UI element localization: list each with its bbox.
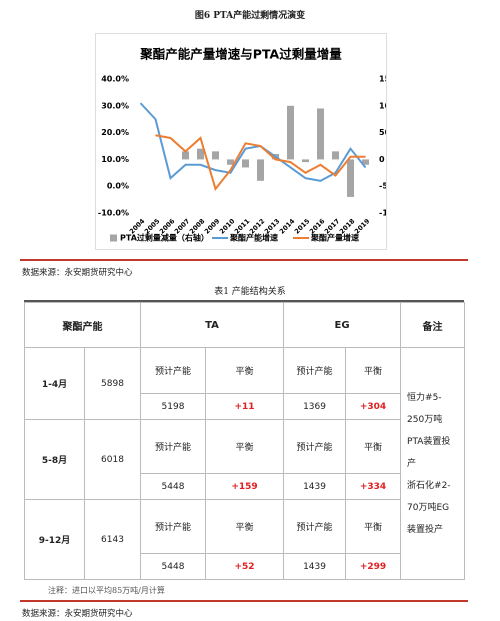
line — [139, 102, 367, 182]
bar — [182, 151, 189, 160]
bar — [332, 151, 339, 160]
bar — [317, 108, 324, 160]
cell: 5448 — [140, 553, 206, 580]
cell: 6143 — [84, 499, 141, 580]
table: 聚酯产能 TA EG 备注 1-4月 5898 预计产能 平衡 预计产能 平衡 恒力#5-250万… — [24, 302, 466, 580]
cell: 平衡 — [204, 347, 285, 394]
remark: 恒力#5-250万吨PTA装置投产 — [407, 392, 451, 469]
legend-label: PTA过剩量减量（右轴） — [120, 233, 209, 243]
cell: +11 — [204, 393, 285, 420]
cell: 预计产能 — [140, 347, 206, 394]
y-tick-label: 10.0% — [101, 155, 129, 164]
table-source: 数据来源：永安期货研究中心 — [22, 609, 133, 619]
y-tick-label: -10.0% — [98, 209, 129, 218]
bar — [287, 105, 294, 160]
divider — [20, 259, 468, 261]
header: TA — [139, 302, 285, 348]
cell: 平衡 — [345, 499, 402, 554]
bar — [242, 159, 249, 168]
chart: 聚酯产能产量增速与PTA过剩量增量 -10.0% 0.0% 10.0% 20.0% 30… — [95, 33, 387, 250]
line — [155, 134, 366, 192]
cell: 1439 — [283, 553, 347, 580]
bar — [302, 159, 309, 163]
cell: 预计产能 — [283, 419, 347, 474]
cell: 预计产能 — [140, 419, 206, 474]
cell: 预计产能 — [283, 499, 347, 554]
bar — [227, 159, 234, 165]
divider — [20, 600, 468, 602]
chart-title: 聚酯产能产量增速与PTA过剩量增量 — [139, 47, 342, 62]
cell: 平衡 — [204, 499, 285, 554]
y2-tick-label: -1000 — [379, 209, 387, 218]
remark: 浙石化#2-70万吨EG装置投产 — [407, 480, 451, 535]
header: EG — [283, 302, 402, 348]
y2-tick-label: 1000 — [379, 101, 387, 110]
cell: 1439 — [283, 473, 347, 500]
bar — [362, 159, 369, 165]
x-tick-label: 2015 — [293, 217, 312, 236]
x-tick-label: 2014 — [278, 217, 297, 236]
cell: 1369 — [283, 393, 347, 420]
header: 聚酯产能 — [24, 302, 141, 348]
table-wrap: 聚酯产能 TA EG 备注 1-4月 5898 预计产能 平衡 预计产能 平衡 恒力#5-250万… — [24, 300, 466, 580]
cell: 5-8月 — [24, 419, 85, 500]
bar — [197, 148, 204, 160]
cell: 预计产能 — [283, 347, 347, 394]
cell: 预计产能 — [140, 499, 206, 554]
cell: +299 — [345, 553, 402, 580]
figure-source: 数据来源：永安期货研究中心 — [22, 268, 133, 278]
cell: +52 — [204, 553, 285, 580]
bar — [347, 159, 354, 197]
y-tick-label: 40.0% — [101, 75, 129, 84]
y-tick-label: 30.0% — [101, 101, 129, 110]
cell: +334 — [345, 473, 402, 500]
cell: 平衡 — [345, 419, 402, 474]
legend-label: 聚酯产量增速 — [310, 233, 359, 243]
y-tick-label: 0.0% — [107, 182, 129, 191]
cell: 平衡 — [345, 347, 402, 394]
cell: 5448 — [140, 473, 206, 500]
legend-label: 聚酯产能增速 — [229, 233, 278, 243]
y2-tick-label: 0 — [379, 155, 385, 164]
cell: 9-12月 — [24, 499, 85, 580]
table-caption: 表1 产能结构关系 — [214, 287, 286, 297]
y-tick-label: 20.0% — [101, 128, 129, 137]
bar — [212, 151, 219, 160]
cell: 平衡 — [204, 419, 285, 474]
cell: 6018 — [84, 419, 141, 500]
y2-tick-label: 500 — [379, 128, 387, 137]
cell: +304 — [345, 393, 402, 420]
cell: 1-4月 — [24, 347, 85, 420]
bar — [257, 159, 264, 181]
y2-tick-label: 1500 — [379, 75, 387, 84]
header: 备注 — [400, 302, 466, 348]
cell: +159 — [204, 473, 285, 500]
cell: 5898 — [84, 347, 141, 420]
table-note: 注释：进口以平均85万吨/月计算 — [48, 586, 165, 595]
legend-swatch — [110, 234, 117, 242]
figure-caption: 图6 PTA产能过剩情况演变 — [194, 11, 306, 21]
cell: 5198 — [140, 393, 206, 420]
cell: 恒力#5-250万吨PTA装置投产浙石化#2-70万吨EG装置投产 — [400, 347, 466, 580]
y2-tick-label: -500 — [379, 182, 387, 191]
